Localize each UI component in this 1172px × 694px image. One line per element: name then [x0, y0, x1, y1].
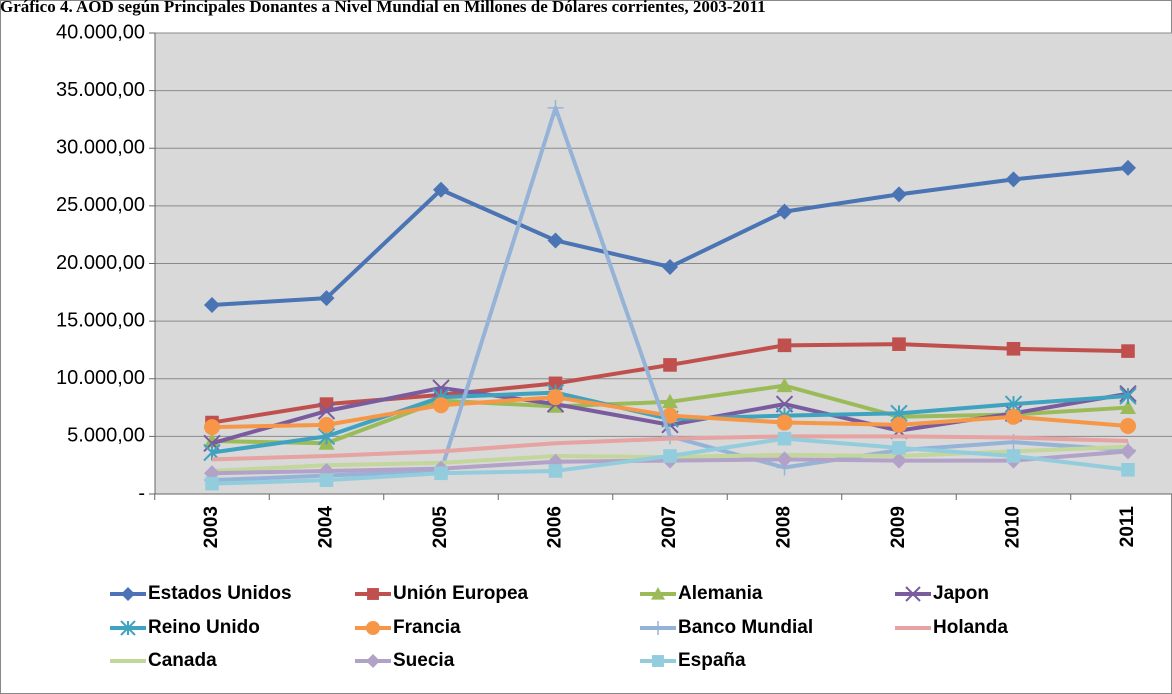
- marker: [548, 464, 563, 478]
- marker: [205, 476, 219, 491]
- marker: [121, 587, 135, 601]
- marker: [1006, 449, 1021, 463]
- marker: [204, 296, 220, 313]
- marker: [651, 621, 665, 635]
- marker: [432, 379, 450, 397]
- y-tick-label: 15.000,00: [56, 309, 145, 331]
- y-tick-label: 5.000,00: [67, 425, 145, 447]
- marker: [547, 232, 564, 249]
- y-tick-label: 30.000,00: [56, 137, 145, 159]
- marker: [1120, 159, 1136, 176]
- marker: [203, 434, 221, 452]
- marker: [1005, 171, 1022, 188]
- marker: [662, 428, 678, 445]
- marker: [547, 389, 564, 406]
- y-tick-label: 35.000,00: [56, 79, 145, 101]
- marker: [317, 402, 336, 420]
- y-tick-label: 10.000,00: [56, 367, 145, 389]
- y-tick-label: 40.000,00: [56, 21, 145, 43]
- x-tick-label: 2009: [888, 506, 909, 548]
- marker: [318, 416, 335, 433]
- marker: [776, 203, 793, 220]
- legend-label: Reino Unido: [148, 617, 260, 638]
- x-tick-label: 2010: [1003, 506, 1024, 548]
- marker: [891, 416, 907, 433]
- legend-label: Francia: [393, 617, 461, 638]
- legend-label: Japon: [933, 583, 989, 604]
- marker: [892, 337, 906, 351]
- marker: [891, 452, 907, 469]
- marker: [318, 290, 335, 307]
- marker: [1119, 387, 1137, 405]
- marker: [777, 431, 792, 446]
- marker: [367, 588, 379, 600]
- marker: [204, 419, 220, 436]
- marker: [891, 186, 907, 203]
- x-tick-label: 2006: [545, 506, 566, 548]
- x-tick-label: 2008: [774, 506, 795, 548]
- y-tick-label: 25.000,00: [56, 194, 145, 216]
- marker: [1121, 344, 1135, 358]
- legend-label: Alemania: [678, 583, 763, 604]
- marker: [663, 358, 677, 372]
- marker: [776, 377, 793, 393]
- y-tick-label: -: [138, 482, 145, 504]
- marker: [548, 376, 563, 391]
- marker: [366, 654, 380, 668]
- x-tick-label: 2011: [1117, 506, 1138, 548]
- legend-label: España: [678, 650, 746, 671]
- legend-label: Suecia: [393, 650, 455, 671]
- marker: [433, 181, 449, 198]
- marker: [1120, 399, 1136, 414]
- legend-label: Banco Mundial: [678, 617, 813, 638]
- marker: [319, 473, 334, 487]
- marker: [547, 99, 564, 116]
- marker: [1121, 462, 1135, 477]
- legend-label: Canada: [148, 650, 217, 671]
- marker: [776, 414, 793, 431]
- marker: [651, 587, 665, 600]
- plot-series: [203, 99, 1137, 491]
- marker: [1120, 443, 1136, 460]
- marker: [120, 620, 136, 636]
- marker: [777, 338, 792, 353]
- marker: [663, 449, 677, 463]
- marker: [1120, 418, 1136, 435]
- marker: [434, 466, 448, 481]
- marker: [433, 397, 449, 414]
- series-line: [211, 434, 1129, 462]
- x-tick-label: 2005: [430, 506, 451, 549]
- chart-title: Gráfico 4. AOD según Principales Donante…: [0, 0, 766, 16]
- marker: [776, 451, 793, 468]
- marker: [366, 621, 380, 635]
- marker: [1005, 408, 1022, 425]
- x-tick-label: 2007: [659, 506, 680, 548]
- marker: [905, 586, 921, 602]
- legend-label: Estados Unidos: [148, 583, 292, 604]
- marker: [662, 393, 678, 409]
- y-tick-label: 20.000,00: [56, 252, 145, 274]
- x-tick-label: 2004: [316, 506, 337, 549]
- marker: [892, 441, 906, 455]
- legend-label: Holanda: [933, 617, 1008, 638]
- x-tick-label: 2003: [201, 506, 222, 548]
- legend-label: Unión Europea: [393, 583, 529, 604]
- marker: [1006, 341, 1021, 356]
- marker: [662, 258, 678, 275]
- marker: [652, 655, 664, 667]
